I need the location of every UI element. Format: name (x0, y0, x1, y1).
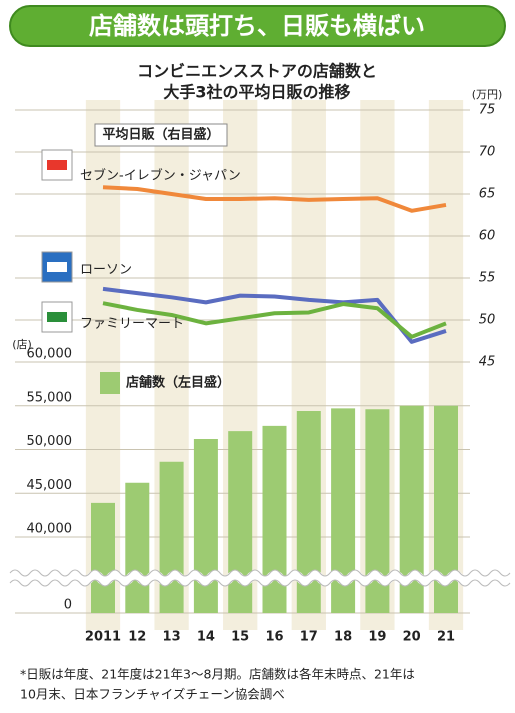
x-tick-label: 20 (403, 630, 421, 645)
bar (228, 431, 253, 613)
y2-tick-label: 70 (479, 145, 496, 160)
x-tick-label: 18 (334, 630, 352, 645)
bar (159, 461, 184, 613)
x-tick-label: 21 (437, 630, 455, 645)
series-label: セブン-イレブン・ジャパン (80, 168, 241, 184)
header-title: 店舗数は頭打ち、日販も横ばい (89, 12, 425, 40)
y2-tick-label: 75 (479, 103, 496, 118)
logo (47, 312, 67, 322)
legend-box (94, 123, 228, 147)
line-series (102, 286, 447, 344)
x-tick-label: 17 (300, 630, 318, 645)
y-axis-label: (店) (12, 337, 32, 351)
y2-tick-label: 60 (479, 229, 496, 244)
y2-tick-label: 50 (479, 313, 496, 328)
bar (91, 502, 115, 613)
y-tick-label: 55,000 (27, 390, 73, 405)
logo (47, 262, 67, 272)
y2-tick-label: 45 (479, 355, 496, 370)
x-tick-label: 15 (231, 630, 249, 645)
chart-title: コンビニエンスストアの店舗数と (137, 62, 377, 81)
y2-tick-label: 65 (479, 187, 496, 202)
series-label: ローソン (80, 263, 132, 278)
bar (125, 482, 150, 613)
footnote: *日販は年度、21年度は21年3〜8月期。店舗数は各年末時点、21年は (20, 667, 415, 682)
header-banner (9, 5, 506, 47)
axis-break (6, 570, 514, 586)
bar (193, 439, 218, 613)
x-tick-label: 16 (265, 630, 283, 645)
axis-break (9, 579, 511, 587)
x-tick-label: 13 (163, 630, 181, 645)
axis-break (9, 569, 511, 577)
x-tick-label: 14 (197, 630, 215, 645)
y2-axis-label: (万円) (472, 88, 503, 101)
line-series (102, 301, 447, 339)
legend-swatch (100, 372, 120, 394)
x-tick-label: 2011 (85, 630, 121, 645)
chart-title: 大手3社の平均日販の推移 (163, 83, 350, 102)
logo (47, 160, 67, 170)
y2-tick-label: 55 (479, 271, 496, 286)
x-tick-label: 19 (368, 630, 386, 645)
y-tick-label: 60,000 (27, 347, 73, 362)
series-label: ファミリーマート (80, 317, 184, 332)
y-tick-label: 40,000 (27, 522, 73, 537)
footnote: 10月末、日本フランチャイズチェーン協会調べ (20, 687, 285, 702)
legend-label: 平均日販（右目盛） (102, 127, 219, 143)
y-tick-label: 0 (64, 598, 72, 613)
line-series (102, 185, 447, 213)
x-tick-label: 12 (128, 630, 146, 645)
legend-label: 店舗数（左目盛） (126, 375, 230, 391)
y-tick-label: 50,000 (27, 434, 73, 449)
y-tick-label: 45,000 (27, 478, 73, 493)
